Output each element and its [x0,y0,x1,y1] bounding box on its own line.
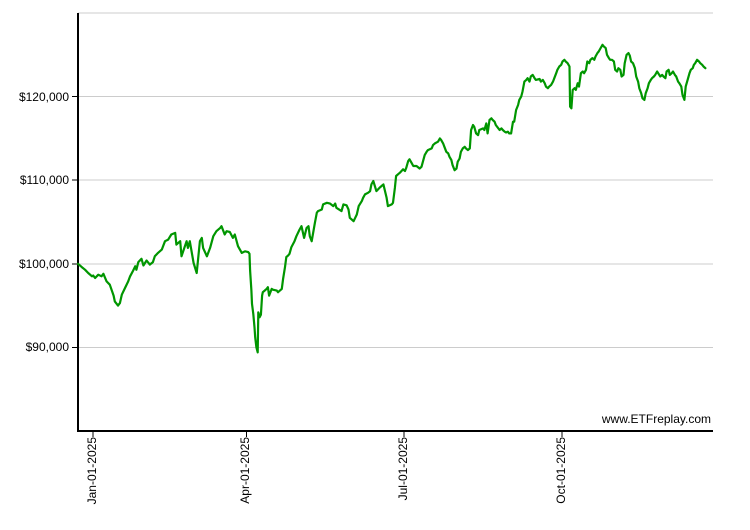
equity-line-series [76,43,707,354]
y-axis-label: $100,000 [18,256,69,271]
x-axis-label: Oct-01-2025 [553,437,568,504]
x-axis-label: Apr-01-2025 [238,437,253,504]
x-axis-label: Jan-01-2025 [85,437,100,505]
y-axis-label: $90,000 [25,340,69,355]
y-axis-label: $120,000 [18,89,69,104]
x-axis-label: Jul-01-2025 [395,437,410,501]
etfreplay-watermark: www.ETFreplay.com [601,412,711,426]
y-axis-label: $110,000 [19,173,69,188]
